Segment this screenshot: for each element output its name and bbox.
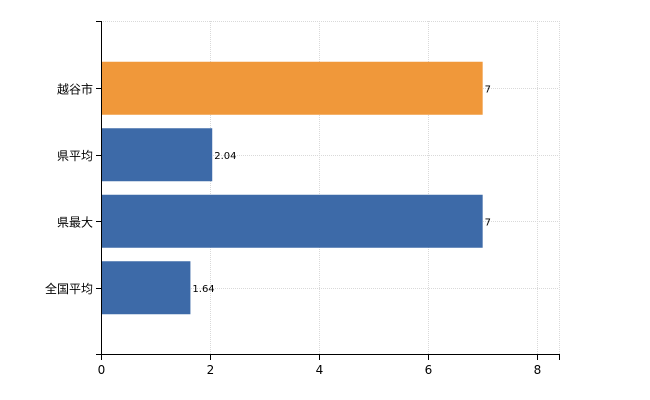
x-tick-label-0: 0 bbox=[98, 363, 106, 377]
data-label-2: 7 bbox=[485, 217, 491, 228]
x-tick-label-4: 4 bbox=[316, 363, 324, 377]
category-label-2: 県最大 bbox=[57, 215, 93, 229]
category-label-0: 越谷市 bbox=[57, 81, 93, 96]
category-label-3: 全国平均 bbox=[45, 281, 93, 296]
x-tick-label-8: 8 bbox=[534, 363, 542, 377]
bar-3 bbox=[102, 261, 191, 315]
data-label-3: 1.64 bbox=[192, 284, 214, 295]
category-label-1: 県平均 bbox=[57, 149, 93, 163]
bar-2 bbox=[102, 194, 483, 248]
axis-layer bbox=[96, 21, 560, 360]
bar-0 bbox=[102, 61, 483, 115]
bar-layer bbox=[102, 61, 483, 315]
bar-1 bbox=[102, 128, 213, 182]
x-tick-label-2: 2 bbox=[207, 363, 215, 377]
data-label-1: 2.04 bbox=[214, 151, 236, 162]
x-tick-label-6: 6 bbox=[425, 363, 433, 377]
data-label-0: 7 bbox=[485, 84, 491, 95]
